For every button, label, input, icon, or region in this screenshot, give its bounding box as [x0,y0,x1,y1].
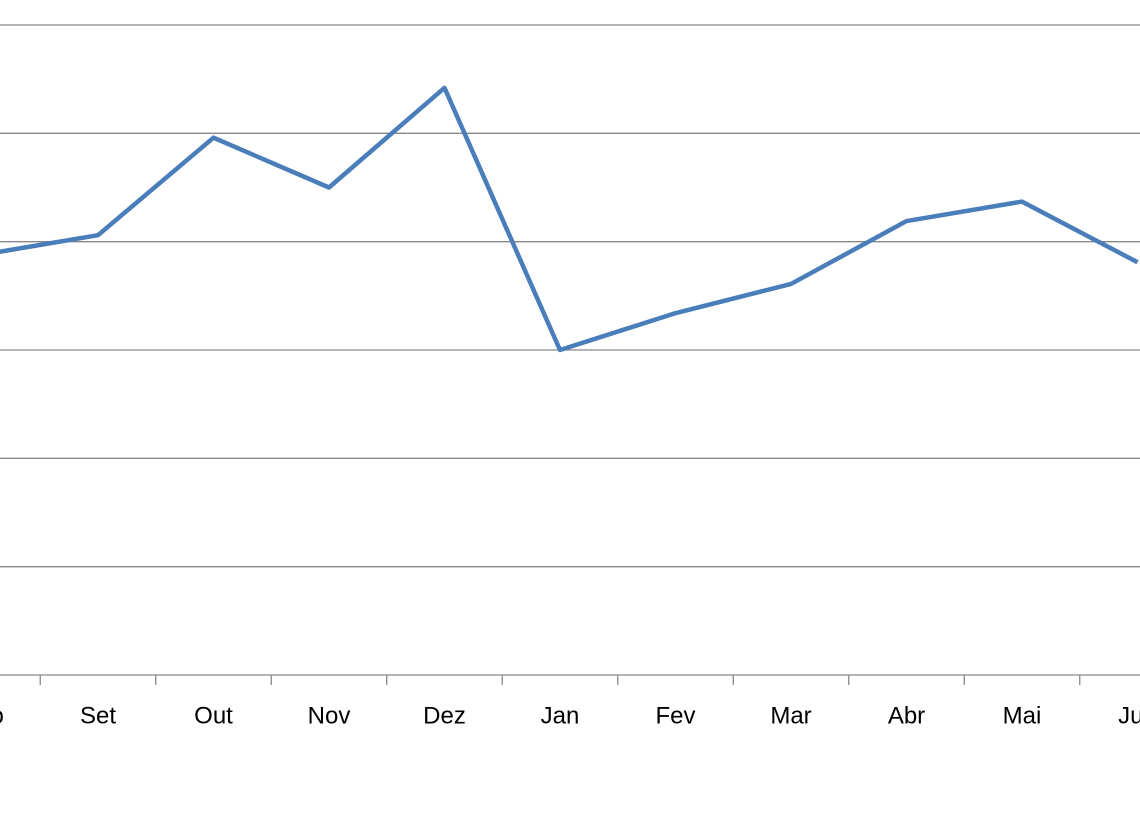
data-line [0,85,1139,353]
x-tick-label: Mar [770,702,811,729]
x-tick-label: Jan [541,702,580,729]
x-tick-label: Nov [308,702,351,729]
x-tick-label: Ago [0,702,4,729]
x-tick-label: Mai [1003,702,1042,729]
x-tick-label: Out [194,702,233,729]
x-tick-label: Jun [1118,702,1140,729]
x-tick-label: Abr [888,702,925,729]
x-tick-label: Dez [423,702,466,729]
x-tick-label: Set [80,702,116,729]
x-tick-label: Fev [655,702,695,729]
